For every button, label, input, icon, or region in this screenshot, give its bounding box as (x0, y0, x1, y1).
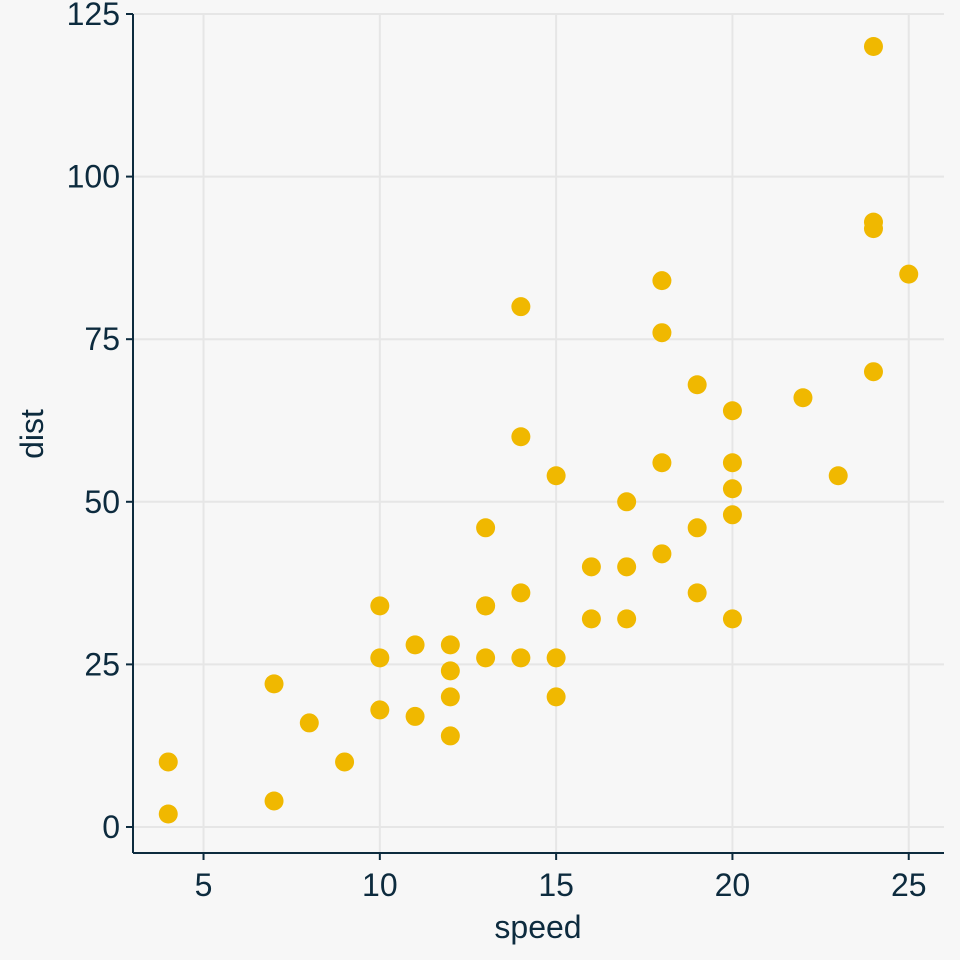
data-point (652, 271, 672, 291)
data-point (546, 648, 566, 668)
data-point (687, 375, 707, 395)
data-point (899, 264, 919, 284)
data-point (440, 635, 460, 655)
data-point (652, 453, 672, 473)
y-tick-label: 25 (84, 646, 120, 682)
data-point (546, 466, 566, 486)
data-point (687, 518, 707, 538)
data-point (476, 596, 496, 616)
data-point (476, 648, 496, 668)
data-point (370, 648, 390, 668)
data-point (405, 635, 425, 655)
axes (126, 13, 944, 860)
data-point (511, 427, 531, 447)
data-point (511, 297, 531, 317)
y-tick-label: 50 (84, 484, 120, 520)
data-point (370, 596, 390, 616)
data-point (581, 609, 601, 629)
x-tick-label: 10 (362, 867, 398, 903)
data-point (828, 466, 848, 486)
data-point (264, 791, 284, 811)
x-tick-label: 15 (538, 867, 574, 903)
data-point (722, 401, 742, 421)
y-axis-title: dist (14, 409, 50, 459)
data-points (158, 37, 919, 824)
y-tick-label: 100 (67, 159, 120, 195)
data-point (405, 706, 425, 726)
x-tick-label: 20 (715, 867, 751, 903)
data-point (722, 609, 742, 629)
data-point (264, 674, 284, 694)
data-point (863, 212, 883, 232)
data-point (687, 583, 707, 603)
data-point (335, 752, 355, 772)
data-point (440, 687, 460, 707)
data-point (546, 687, 566, 707)
y-tick-label: 75 (84, 321, 120, 357)
data-point (652, 323, 672, 343)
y-tick-label: 0 (102, 809, 120, 845)
data-point (617, 609, 637, 629)
x-tick-label: 5 (195, 867, 213, 903)
data-point (476, 518, 496, 538)
y-tick-label: 125 (67, 0, 120, 32)
data-point (863, 362, 883, 382)
data-point (652, 544, 672, 564)
data-point (722, 479, 742, 499)
data-point (511, 583, 531, 603)
data-point (440, 726, 460, 746)
data-point (158, 804, 178, 824)
data-point (793, 388, 813, 408)
data-point (511, 648, 531, 668)
data-point (299, 713, 319, 733)
data-point (863, 37, 883, 57)
data-point (440, 661, 460, 681)
data-point (722, 453, 742, 473)
data-point (617, 492, 637, 512)
data-point (722, 505, 742, 525)
grid-lines (133, 13, 944, 853)
x-axis-title: speed (494, 909, 581, 945)
data-point (158, 752, 178, 772)
x-tick-label: 25 (891, 867, 927, 903)
data-point (581, 557, 601, 577)
tick-labels: 5 10 15 20 25 0 25 50 75 100 125 (67, 0, 927, 903)
data-point (617, 557, 637, 577)
data-point (370, 700, 390, 720)
